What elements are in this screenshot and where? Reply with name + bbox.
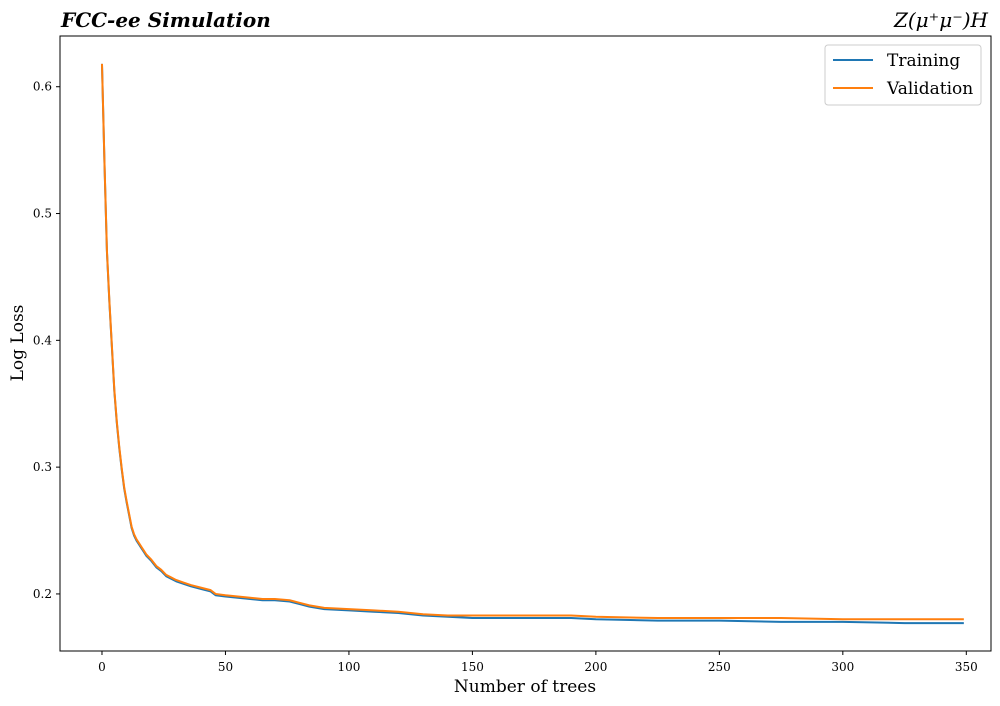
x-tick-label: 0 [98, 660, 106, 674]
y-tick-label: 0.2 [33, 587, 52, 601]
x-axis: 0 50 100 150 200 250 300 350 [98, 651, 978, 674]
chart-title-left: FCC-ee Simulation [60, 8, 271, 32]
x-tick-label: 100 [337, 660, 360, 674]
x-tick-label: 300 [831, 660, 854, 674]
y-axis-label: Log Loss [8, 305, 28, 382]
y-tick-label: 0.5 [33, 207, 52, 221]
legend-label-validation: Validation [886, 79, 973, 99]
x-tick-label: 50 [218, 660, 233, 674]
x-tick-label: 350 [955, 660, 978, 674]
x-tick-label: 250 [708, 660, 731, 674]
series-layer [100, 63, 964, 625]
x-tick-label: 200 [584, 660, 607, 674]
series-line-validation [100, 63, 964, 621]
x-tick-label: 150 [461, 660, 484, 674]
legend: Training Validation [824, 44, 982, 106]
plot-area [59, 35, 992, 652]
series-line-training [100, 63, 964, 625]
x-axis-label: Number of trees [454, 677, 596, 697]
chart-title-right: Z(μ⁺μ⁻)H [893, 8, 989, 32]
y-tick-label: 0.4 [33, 333, 52, 347]
legend-label-training: Training [887, 51, 960, 71]
y-tick-label: 0.6 [33, 80, 52, 94]
y-tick-label: 0.3 [33, 460, 52, 474]
y-axis: 0.2 0.3 0.4 0.5 0.6 [33, 80, 60, 601]
